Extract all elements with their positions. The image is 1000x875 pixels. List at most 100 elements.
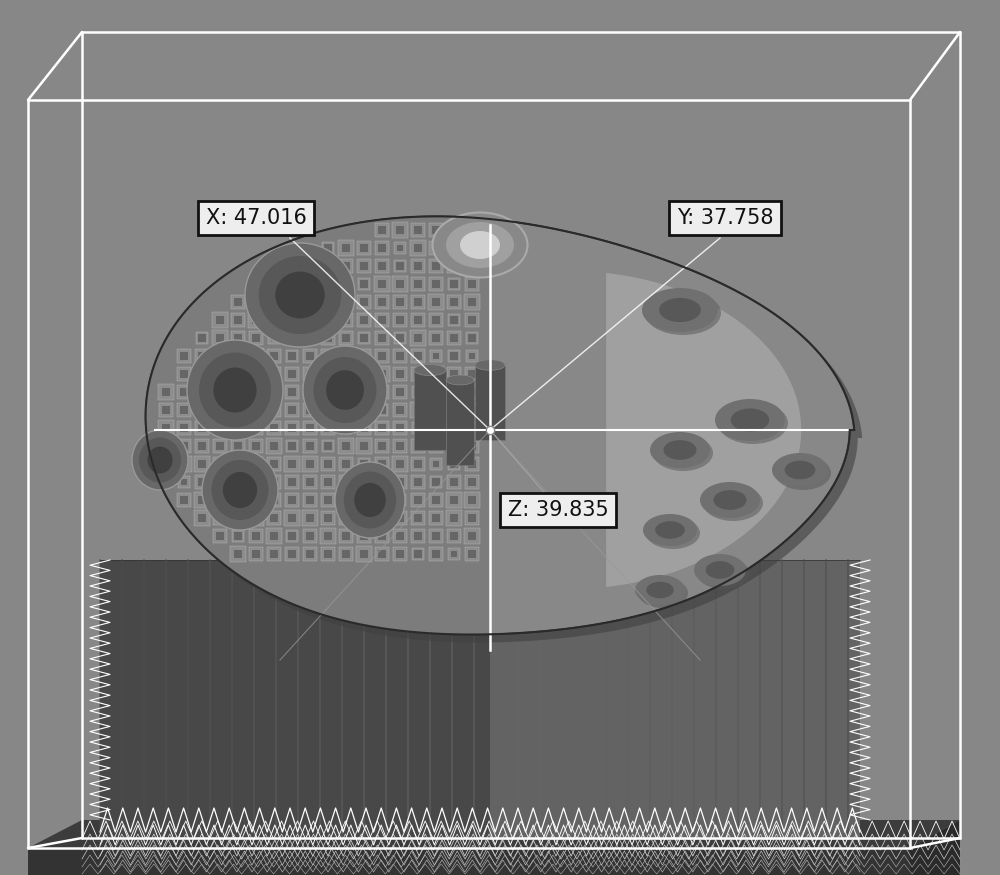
Polygon shape (231, 295, 245, 309)
Polygon shape (216, 406, 224, 414)
Polygon shape (270, 496, 278, 504)
Polygon shape (393, 529, 407, 542)
Polygon shape (154, 224, 862, 642)
Polygon shape (378, 496, 386, 504)
Polygon shape (267, 421, 281, 435)
Polygon shape (339, 547, 353, 562)
Polygon shape (306, 352, 314, 360)
Polygon shape (306, 514, 314, 522)
Polygon shape (285, 493, 299, 507)
Polygon shape (396, 514, 404, 522)
Polygon shape (448, 458, 460, 471)
Ellipse shape (664, 440, 696, 460)
Polygon shape (231, 385, 245, 399)
Polygon shape (339, 277, 353, 290)
Polygon shape (252, 460, 260, 468)
Polygon shape (392, 276, 408, 291)
Polygon shape (213, 367, 227, 381)
Polygon shape (303, 439, 317, 452)
Polygon shape (396, 550, 404, 557)
Polygon shape (433, 353, 439, 360)
Polygon shape (252, 514, 260, 522)
Polygon shape (195, 403, 209, 416)
Polygon shape (447, 403, 461, 416)
Polygon shape (414, 460, 422, 468)
Polygon shape (158, 384, 174, 400)
Polygon shape (466, 332, 478, 345)
Polygon shape (306, 460, 314, 468)
Polygon shape (414, 370, 422, 378)
Polygon shape (288, 388, 296, 396)
Ellipse shape (694, 554, 746, 586)
Polygon shape (375, 493, 389, 507)
Polygon shape (303, 547, 317, 561)
Polygon shape (396, 406, 404, 414)
Polygon shape (216, 316, 224, 324)
Polygon shape (216, 460, 224, 468)
Polygon shape (162, 442, 170, 450)
Polygon shape (414, 478, 422, 486)
Polygon shape (320, 528, 336, 543)
Polygon shape (357, 528, 371, 543)
Polygon shape (450, 227, 458, 234)
Polygon shape (360, 514, 368, 522)
Polygon shape (180, 370, 188, 378)
Polygon shape (465, 511, 479, 525)
Polygon shape (360, 460, 368, 467)
Polygon shape (411, 493, 425, 507)
Polygon shape (378, 280, 386, 288)
Polygon shape (411, 222, 425, 237)
Polygon shape (304, 313, 316, 326)
Ellipse shape (646, 517, 700, 549)
Polygon shape (146, 216, 854, 634)
Polygon shape (375, 259, 389, 273)
Polygon shape (464, 528, 480, 543)
Polygon shape (303, 493, 317, 507)
Polygon shape (410, 241, 426, 256)
Polygon shape (430, 476, 442, 488)
Polygon shape (181, 479, 187, 486)
Polygon shape (411, 349, 425, 363)
Polygon shape (465, 276, 479, 291)
Ellipse shape (275, 271, 325, 318)
Polygon shape (360, 550, 368, 558)
Polygon shape (146, 216, 490, 650)
Polygon shape (306, 442, 314, 450)
Polygon shape (393, 295, 407, 309)
Polygon shape (230, 546, 246, 562)
Ellipse shape (475, 360, 505, 370)
Polygon shape (414, 334, 422, 342)
Polygon shape (234, 460, 242, 468)
Polygon shape (252, 352, 260, 360)
Polygon shape (234, 496, 242, 504)
Polygon shape (396, 388, 404, 396)
Polygon shape (450, 262, 458, 270)
Polygon shape (270, 514, 278, 522)
Polygon shape (252, 316, 260, 324)
Polygon shape (321, 457, 335, 472)
Polygon shape (375, 332, 389, 345)
Polygon shape (468, 479, 476, 486)
Ellipse shape (202, 450, 278, 530)
Polygon shape (216, 333, 224, 342)
Polygon shape (198, 334, 206, 341)
Polygon shape (357, 475, 371, 489)
Ellipse shape (259, 256, 341, 334)
Polygon shape (360, 352, 368, 360)
Polygon shape (270, 280, 278, 288)
Polygon shape (289, 298, 295, 305)
Polygon shape (267, 403, 281, 417)
Polygon shape (432, 424, 440, 432)
Polygon shape (306, 262, 314, 270)
Polygon shape (248, 510, 264, 526)
Ellipse shape (650, 432, 710, 468)
Polygon shape (450, 424, 458, 432)
Ellipse shape (718, 402, 788, 444)
Polygon shape (432, 244, 440, 252)
Polygon shape (447, 475, 461, 489)
Polygon shape (374, 367, 390, 382)
Polygon shape (306, 479, 314, 486)
Polygon shape (288, 478, 296, 486)
Polygon shape (396, 280, 404, 288)
Polygon shape (234, 298, 242, 305)
